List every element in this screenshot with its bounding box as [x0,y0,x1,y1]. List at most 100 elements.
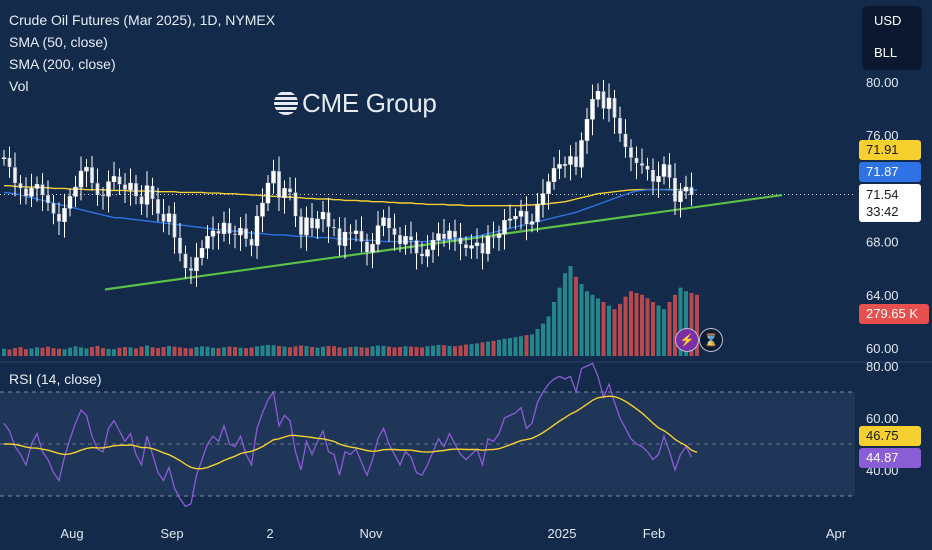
volume-bar [651,302,655,356]
sma50-price-tag: 71.87 [859,162,921,182]
last-price: 71.54 [866,187,899,202]
candle-body [353,230,359,234]
candle-body [111,176,117,182]
candle-body [524,210,529,225]
rsi-axis-tick: 60.00 [866,411,899,426]
volume-bar [673,294,677,356]
candle-body [1,157,7,160]
volume-bar [601,302,606,356]
volume-bar [662,309,666,356]
volume-bar [321,346,325,356]
volume-bar [634,293,639,356]
volume-bar [607,305,611,356]
unit-button[interactable]: BLL [874,45,898,60]
currency-button[interactable]: USD [874,13,902,28]
volume-bar [376,345,380,356]
volume-bar [436,344,441,356]
candle-body [540,193,546,205]
volume-bar [431,345,435,356]
candle-body [304,217,309,236]
candle-body [106,181,111,197]
volume-bar [541,323,545,356]
candle-body [397,234,403,245]
candle-body [139,196,144,205]
candle-body [557,164,562,169]
legend-volume[interactable]: Vol [9,78,29,94]
time-axis-tick: Aug [60,526,83,541]
candle-body [579,140,584,168]
candle-body [100,194,106,197]
candle-body [276,170,282,198]
volume-bar [398,347,402,356]
candle-body [513,216,518,220]
candle-body [535,204,540,222]
volume-bar [348,347,353,356]
chart-title[interactable]: Crude Oil Futures (Mar 2025), 1D, NYMEX [9,12,276,28]
flash-icon[interactable]: ⚡ [675,328,699,352]
volume-bar [590,294,595,356]
candle-body [562,164,568,166]
volume-bar [7,349,12,356]
volume-bar [123,347,127,356]
volume-bar [216,348,221,356]
volume-bar [167,345,171,356]
volume-bar [205,346,210,356]
volume-bar [695,294,699,356]
volume-bar [233,347,237,356]
volume-bar [106,348,111,356]
time-axis-tick: 2025 [548,526,577,541]
volume-bar [359,347,364,356]
volume-bar [293,346,298,356]
volume-bar [497,339,501,356]
volume-bar [145,345,149,356]
volume-bar [260,345,265,356]
candle-body [95,182,100,196]
volume-bar [13,348,17,356]
rsi-legend[interactable]: RSI (14, close) [9,371,102,387]
candle-body [601,91,606,109]
candle-body [309,217,315,229]
volume-bar [271,345,276,356]
candle-body [408,236,414,241]
volume-bar [530,334,534,356]
candle-body [161,213,166,222]
volume-bar [381,345,386,356]
volume-bar [502,338,507,356]
candle-body [227,222,232,234]
candle-body [73,186,78,197]
time-axis-tick: Sep [160,526,183,541]
candle-body [243,228,249,240]
candle-body [40,184,45,196]
volume-bar [238,347,243,356]
volume-bar [282,346,287,356]
volume-bar [200,346,204,356]
candle-body [282,188,287,198]
candle-body [623,133,628,148]
volume-bar [18,347,23,356]
legend-sma50[interactable]: SMA (50, close) [9,34,108,50]
volume-bar [24,349,28,356]
volume-bar [51,348,56,356]
candle-body [639,162,645,166]
candle-body [183,253,188,269]
volume-bar [469,344,474,356]
volume-bar [183,348,188,356]
volume-bar [73,346,78,356]
candle-body [128,182,133,190]
candle-body [150,185,155,200]
volume-bar [29,348,34,356]
candle-body [254,216,260,246]
bar-countdown: 33:42 [866,204,899,219]
candle-body [650,169,656,182]
price-axis-tick: 60.00 [866,341,899,356]
candle-body [155,198,161,214]
candle-body [315,218,320,229]
legend-sma200[interactable]: SMA (200, close) [9,56,116,72]
volume-bar [68,347,72,356]
hourglass-icon[interactable]: ⌛ [699,328,723,352]
candle-body [628,146,634,159]
volume-bar [513,337,518,356]
volume-bar [84,348,89,356]
candle-body [221,222,227,234]
candle-body [238,228,243,236]
